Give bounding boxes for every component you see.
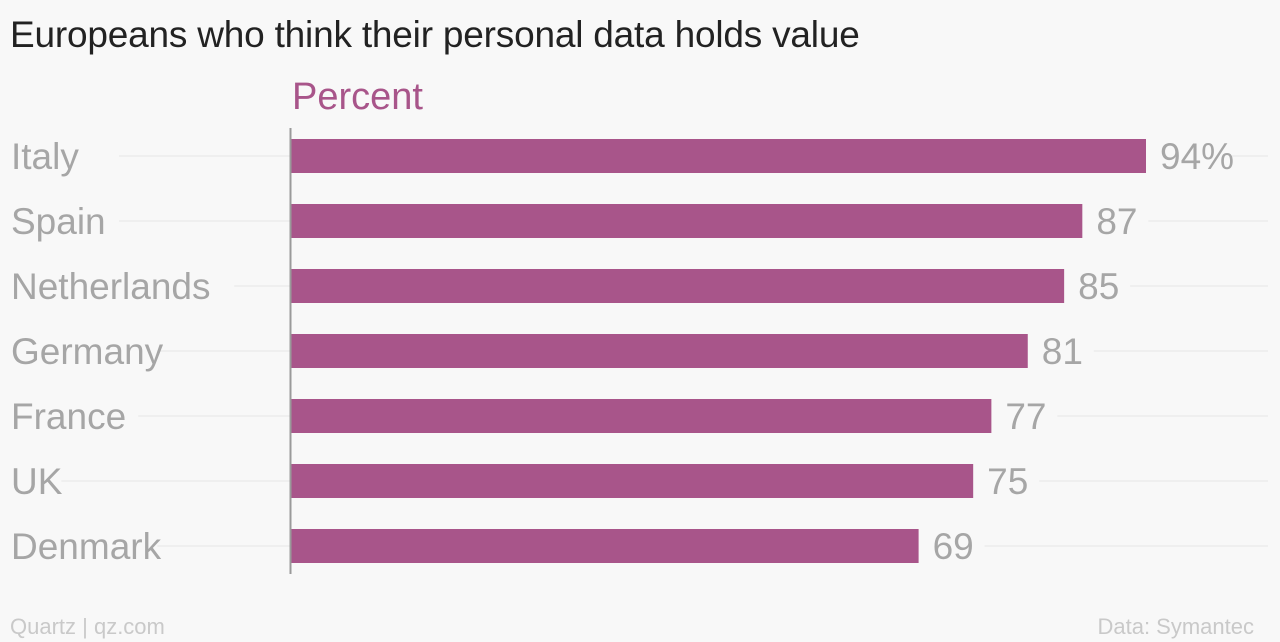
category-label: France <box>11 396 126 437</box>
category-label: UK <box>11 461 63 502</box>
bar-france <box>291 399 992 433</box>
value-label: 77 <box>1005 396 1046 437</box>
value-label: 69 <box>933 526 974 567</box>
category-label: Netherlands <box>11 266 211 307</box>
category-label: Spain <box>11 201 106 242</box>
bar-denmark <box>291 529 919 563</box>
chart-title: Europeans who think their personal data … <box>10 14 860 55</box>
bar-netherlands <box>291 269 1065 303</box>
category-label: Denmark <box>11 526 162 567</box>
category-label: Italy <box>11 136 79 177</box>
bar-spain <box>291 204 1083 238</box>
category-label: Germany <box>11 331 164 372</box>
bar-uk <box>291 464 974 498</box>
value-label: 81 <box>1042 331 1083 372</box>
labels: Italy 94% Spain 87 Netherlands 85 Germany 81 Fra… <box>11 136 1234 567</box>
value-label: 75 <box>987 461 1028 502</box>
bar-italy <box>291 139 1146 173</box>
bar-germany <box>291 334 1028 368</box>
value-label: 94% <box>1160 136 1234 177</box>
gridlines <box>61 155 1268 547</box>
bars <box>291 139 1146 563</box>
value-label: 85 <box>1078 266 1119 307</box>
value-label: 87 <box>1096 201 1137 242</box>
footer-source-left: Quartz | qz.com <box>10 614 165 639</box>
unit-label: Percent <box>292 76 423 118</box>
footer-source-right: Data: Symantec <box>1097 614 1254 639</box>
